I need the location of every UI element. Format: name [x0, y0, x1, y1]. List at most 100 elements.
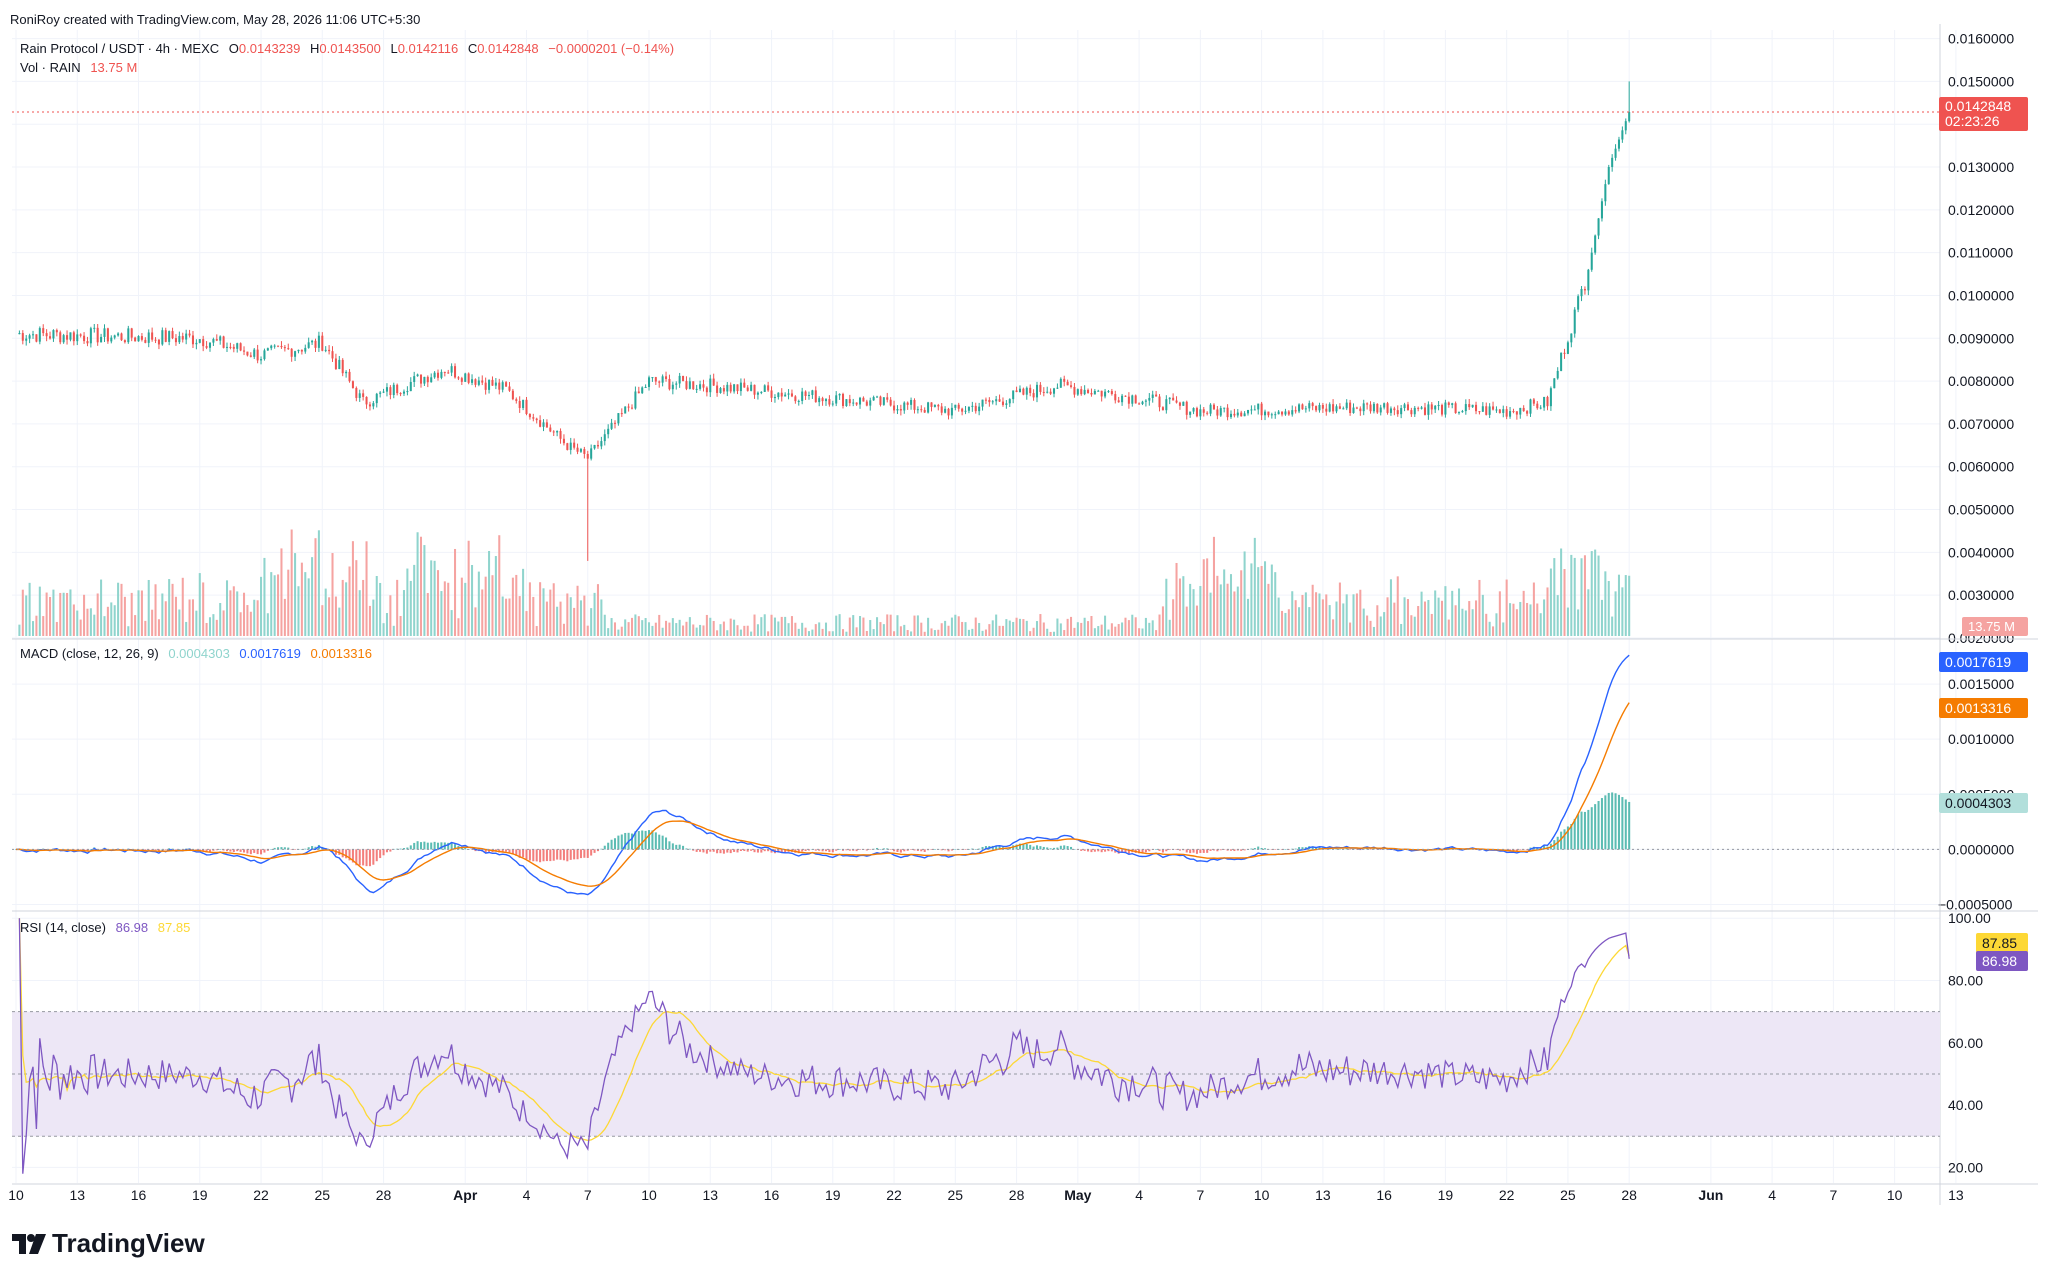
macd-label[interactable]: MACD (close, 12, 26, 9) [20, 646, 159, 661]
macd-histogram-bar [355, 849, 358, 866]
candle-body [617, 413, 620, 424]
candle-body [797, 400, 800, 402]
volume-bar [188, 599, 191, 636]
candle-body [1549, 388, 1552, 407]
volume-bar [423, 545, 426, 636]
macd-histogram-bar [307, 847, 310, 850]
volume-bar [865, 630, 868, 636]
date-axis-tick: 25 [1560, 1187, 1576, 1203]
volume-bar [893, 631, 896, 636]
tradingview-logo[interactable]: TradingView [12, 1228, 205, 1259]
candle-body [1580, 288, 1583, 297]
rsi-axis-tick: 100.00 [1948, 910, 1991, 926]
volume-bar [899, 626, 902, 636]
volume-bar [457, 618, 460, 636]
candle-body [647, 377, 651, 387]
rsi-label[interactable]: RSI (14, close) [20, 920, 106, 935]
candle-body [324, 349, 327, 351]
volume-bar [1274, 572, 1277, 636]
macd-histogram-bar [1039, 846, 1042, 850]
volume-bar [1298, 607, 1301, 636]
volume-bar [1189, 583, 1192, 636]
volume-bar [443, 581, 446, 636]
volume-bar [913, 615, 916, 636]
date-axis-tick: 22 [1499, 1187, 1515, 1203]
macd-histogram-bar [208, 849, 212, 852]
volume-bar [277, 574, 280, 636]
credit-line: RoniRoy created with TradingView.com, Ma… [10, 12, 421, 27]
volume-bar [62, 592, 65, 636]
volume-bar [828, 631, 831, 636]
candle-body [814, 390, 817, 403]
macd-histogram-bar [1042, 846, 1045, 850]
volume-bar [1012, 621, 1015, 636]
macd-histogram-bar [362, 849, 365, 866]
volume-bar [511, 577, 514, 636]
candle-body [1018, 388, 1022, 393]
candle-body [1617, 139, 1620, 149]
candle-body [1270, 414, 1273, 416]
candle-body [1287, 411, 1290, 415]
macd-histogram-bar [899, 849, 902, 853]
volume-bar [1410, 615, 1413, 636]
macd-histogram-bar [770, 849, 773, 853]
candle-body [307, 342, 310, 348]
volume-bar [569, 597, 572, 636]
candle-body [341, 359, 344, 374]
volume-bar [42, 616, 45, 636]
candle-body [117, 333, 120, 336]
candle-body [1100, 390, 1103, 397]
volume-bar [739, 629, 742, 636]
macd-histogram-bar [886, 848, 889, 850]
volume-bar [852, 615, 855, 636]
volume-bar [106, 606, 109, 636]
candle-body [1246, 410, 1250, 414]
volume-bar [1076, 622, 1079, 636]
candle-body [841, 393, 845, 406]
macd-histogram-bar [1049, 848, 1052, 850]
volume-bar [181, 577, 184, 636]
rsi-axis-tick: 60.00 [1948, 1035, 1983, 1051]
macd-histogram-bar [1022, 844, 1025, 850]
volume-bar [1471, 609, 1474, 636]
macd-histogram-bar [1543, 845, 1546, 850]
candle-body [596, 444, 599, 447]
volume-bar [341, 579, 344, 636]
candle-body [1481, 406, 1484, 412]
volume-bar [886, 614, 889, 636]
macd-histogram-bar [1284, 849, 1287, 850]
macd-histogram-bar [300, 849, 303, 850]
volume-bar [620, 626, 623, 636]
candle-body [110, 337, 113, 342]
volume-bar [225, 580, 229, 636]
volume-bar [72, 604, 75, 636]
price-axis-tick: 0.0040000 [1948, 544, 2014, 560]
candle-body [35, 334, 38, 342]
volume-bar [157, 619, 160, 636]
macd-histogram-bar [1604, 795, 1607, 850]
volume-bar [178, 609, 181, 636]
volume-bar [1529, 604, 1532, 636]
candle-body [174, 338, 177, 343]
volume-bar [794, 622, 797, 636]
volume-bar [1039, 614, 1042, 636]
volume-bar [1018, 618, 1022, 636]
volume-bar [1185, 606, 1188, 636]
volume-bar [1332, 619, 1335, 636]
volume-bar [627, 622, 630, 636]
volume-bar [1386, 597, 1389, 636]
volume-bar [947, 625, 950, 636]
volume-bar [239, 612, 242, 636]
volume-bar [433, 560, 436, 636]
volume-bar [896, 615, 899, 636]
candle-body [532, 417, 535, 419]
macd-histogram-bar [1070, 846, 1073, 850]
candle-body [1124, 395, 1127, 397]
macd-histogram-bar [590, 849, 593, 856]
volume-bar [1325, 594, 1328, 636]
volume-label[interactable]: Vol · RAIN [20, 60, 81, 75]
volume-bar [311, 557, 314, 636]
symbol-label[interactable]: Rain Protocol / USDT · 4h · MEXC [20, 41, 220, 56]
candle-body [1277, 411, 1280, 415]
candle-body [773, 397, 776, 399]
